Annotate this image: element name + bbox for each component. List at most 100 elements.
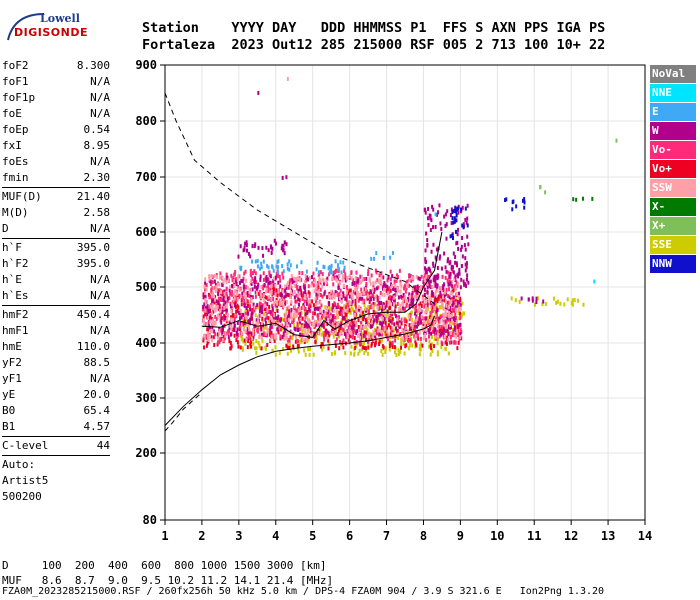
y-tick-label: 200: [135, 446, 157, 460]
echo-point: [401, 306, 404, 311]
echo-point: [456, 207, 459, 212]
echo-point: [291, 289, 294, 294]
echo-point: [423, 277, 426, 282]
echo-point: [315, 306, 318, 311]
echo-point: [271, 265, 274, 270]
echo-point: [376, 295, 379, 300]
echo-point: [290, 316, 293, 321]
echo-point: [206, 323, 209, 328]
echo-point: [357, 318, 360, 323]
x-tick-label: 13: [601, 529, 615, 543]
echo-point: [355, 279, 358, 284]
echo-point: [308, 291, 311, 296]
echo-point: [416, 284, 419, 289]
echo-point: [351, 295, 354, 300]
echo-point: [461, 301, 464, 306]
echo-point: [396, 301, 399, 306]
echo-point: [383, 292, 386, 297]
echo-point: [527, 297, 530, 302]
echo-point: [246, 309, 249, 314]
echo-point: [267, 307, 270, 312]
echo-point: [378, 312, 381, 317]
echo-point: [444, 292, 447, 297]
echo-point: [384, 321, 387, 326]
echo-point: [420, 341, 423, 346]
echo-point: [350, 344, 353, 349]
echo-point: [244, 301, 247, 306]
echo-point: [357, 291, 360, 296]
echo-point: [271, 308, 274, 313]
echo-point: [380, 271, 383, 276]
echo-point: [239, 265, 242, 270]
echo-point: [419, 307, 422, 312]
echo-point: [272, 278, 275, 283]
echo-point: [369, 297, 372, 302]
echo-point: [403, 318, 406, 323]
echo-point: [208, 316, 211, 321]
echo-point: [309, 304, 312, 309]
echo-point: [213, 294, 216, 299]
echo-point: [345, 284, 348, 289]
echo-point: [453, 327, 456, 332]
echo-point: [361, 312, 364, 317]
echo-point: [263, 307, 266, 312]
echo-point: [303, 299, 306, 304]
echo-point: [245, 242, 248, 247]
echo-point: [341, 291, 344, 296]
echo-point: [346, 302, 349, 307]
echo-point: [387, 301, 390, 306]
echo-point: [292, 344, 295, 349]
echo-point: [428, 299, 431, 304]
echo-point: [423, 292, 426, 297]
param-row: fmin 2.30: [2, 170, 110, 186]
echo-point: [418, 303, 421, 308]
echo-point: [212, 335, 215, 340]
x-tick-label: 5: [309, 529, 316, 543]
echo-point: [426, 315, 429, 320]
echo-point: [279, 327, 282, 332]
echo-point: [398, 322, 401, 327]
echo-point: [421, 343, 424, 348]
echo-point: [326, 335, 329, 340]
x-tick-label: 4: [272, 529, 279, 543]
echo-point: [442, 318, 445, 323]
echo-point: [382, 304, 385, 309]
echo-point: [242, 276, 245, 281]
echo-point: [243, 321, 246, 326]
echo-point: [434, 294, 437, 299]
echo-point: [343, 324, 346, 329]
echo-point: [449, 260, 452, 265]
echo-point: [402, 298, 405, 303]
echo-point: [318, 270, 321, 275]
echo-point: [260, 265, 263, 270]
echo-point: [300, 339, 303, 344]
echo-point: [305, 269, 308, 274]
echo-point: [359, 313, 362, 318]
echo-point: [212, 318, 215, 323]
echo-point: [357, 324, 360, 329]
legend-item-vo-: Vo-: [650, 141, 696, 159]
echo-point: [447, 351, 450, 356]
muf-row: MUF 8.6 8.7 9.0 9.5 10.2 11.2 14.1 21.4 …: [2, 574, 334, 587]
echo-point: [304, 292, 307, 297]
echo-point: [395, 334, 398, 339]
echo-point: [262, 298, 265, 303]
echo-point: [544, 190, 547, 195]
echo-point: [464, 283, 467, 288]
echo-point: [454, 312, 457, 317]
echo-point: [242, 285, 245, 290]
echo-point: [226, 302, 229, 307]
echo-point: [267, 318, 270, 323]
echo-point: [443, 328, 446, 333]
echo-point: [231, 304, 234, 309]
echo-point: [278, 274, 281, 279]
echo-point: [433, 344, 436, 349]
echo-point: [209, 328, 212, 333]
echo-point: [323, 321, 326, 326]
echo-point: [251, 295, 254, 300]
echo-point: [416, 287, 419, 292]
echo-point: [232, 292, 235, 297]
echo-point: [203, 284, 206, 289]
echo-point: [261, 246, 264, 251]
echo-point: [240, 298, 243, 303]
